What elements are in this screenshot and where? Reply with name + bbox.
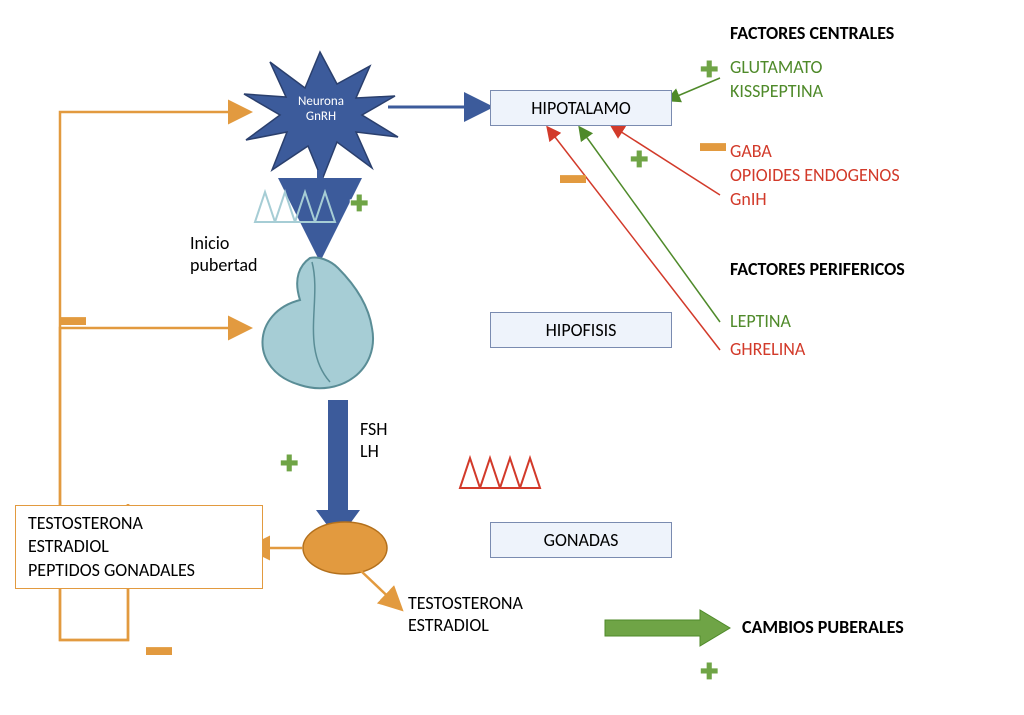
box-hipofisis: HIPOFISIS: [490, 312, 672, 348]
heading-centrales: FACTORES CENTRALES: [730, 22, 894, 44]
label-cambios: CAMBIOS PUBERALES: [742, 616, 904, 638]
pituitary-gland: [262, 257, 373, 388]
box-hipotalamo: HIPOTALAMO: [490, 90, 672, 126]
label-inicio-pubertad: Inicio pubertad: [190, 232, 258, 276]
factor-leptina: LEPTINA: [730, 310, 791, 333]
feedback-to-hipofisis: [60, 328, 248, 640]
feedback-line1: TESTOSTERONA: [28, 512, 250, 535]
factor-opioides: OPIOIDES ENDOGENOS: [730, 164, 900, 187]
pulse-light: [255, 192, 335, 222]
label-test-estr: TESTOSTERONA ESTRADIOL: [408, 592, 523, 636]
minus-icon: ▬: [60, 300, 86, 332]
feedback-box: TESTOSTERONA ESTRADIOL PEPTIDOS GONADALE…: [15, 505, 263, 589]
factor-glutamato: GLUTAMATO: [730, 56, 822, 79]
minus-icon: ▬: [560, 158, 586, 190]
factor-gaba: GABA: [730, 140, 772, 163]
plus-icon: ✚: [280, 450, 298, 477]
factor-ghrelina: GHRELINA: [730, 338, 805, 361]
box-gonadas: GONADAS: [490, 522, 672, 558]
plus-icon: ✚: [700, 56, 718, 83]
neuron-line1: Neurona: [295, 95, 347, 110]
feedback-line3: PEPTIDOS GONADALES: [28, 559, 250, 582]
plus-icon: ✚: [350, 190, 368, 217]
label-lh: LH: [360, 440, 379, 462]
diagram-canvas: Neurona GnRH HIPOTALAMO HIPOFISIS GONADA…: [0, 0, 1024, 715]
feedback-line2: ESTRADIOL: [28, 535, 250, 558]
arrow-cambios: [605, 610, 730, 646]
gonad: [303, 522, 387, 574]
factor-gnih: GnIH: [730, 188, 767, 211]
label-fsh: FSH: [360, 418, 388, 440]
pulse-red: [460, 458, 540, 488]
plus-icon: ✚: [630, 146, 648, 173]
minus-icon: ▬: [700, 126, 726, 158]
minus-icon: ▬: [146, 630, 172, 662]
plus-icon: ✚: [700, 658, 718, 685]
neuron-line2: GnRH: [295, 110, 347, 125]
factor-kisspeptina: KISSPEPTINA: [730, 80, 823, 103]
heading-perifericos: FACTORES PERIFERICOS: [730, 258, 905, 280]
arrow-fsh-lh: [316, 400, 360, 540]
neuron-label: Neurona GnRH: [295, 95, 347, 125]
